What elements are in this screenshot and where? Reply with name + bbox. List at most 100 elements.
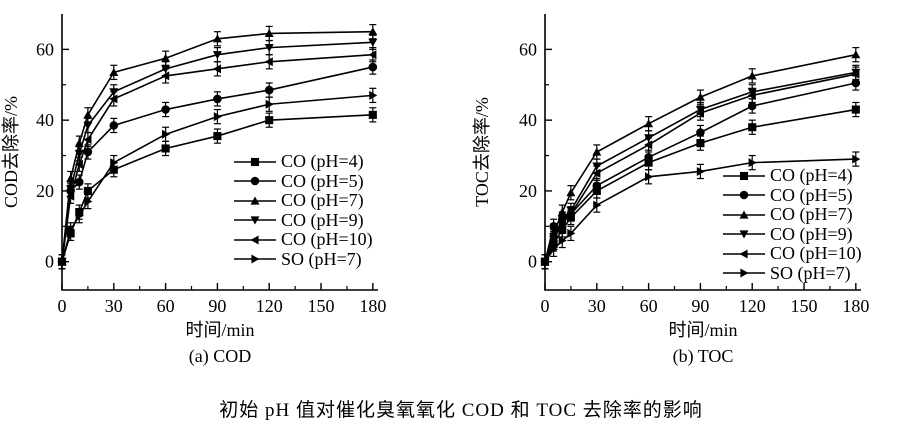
legend-label: CO (pH=9) [770, 223, 853, 244]
y-tick-label-60: 60 [36, 39, 54, 59]
triangle-left-marker-icon [851, 69, 860, 79]
triangle-left-marker-icon [644, 140, 653, 150]
series-co-ph-10 [57, 47, 377, 270]
x-tick-label-60: 60 [157, 296, 175, 316]
legend-label: CO (pH=7) [770, 204, 853, 224]
legend-label: CO (pH=5) [770, 184, 853, 205]
legend-label: SO (pH=7) [770, 262, 851, 283]
triangle-left-marker-icon [74, 159, 83, 169]
toc-plot-svg: 0 30 60 90 120 150 180 0 20 40 60 [519, 14, 869, 316]
y-tick-label-20: 20 [519, 181, 537, 201]
triangle-right-marker-icon [593, 200, 602, 210]
square-legend-swatch [723, 171, 765, 180]
legend-item-co-ph-7: CO (pH=7) [723, 204, 862, 225]
toc-subtitle: (b) TOC [672, 346, 734, 366]
legend-label: CO (pH=4) [281, 151, 364, 171]
legend-item-co-ph-4: CO (pH=4) [234, 151, 373, 172]
triangle-right-marker-icon [558, 235, 567, 245]
legend-label: CO (pH=4) [770, 165, 853, 185]
triangle-left-marker-icon [368, 50, 377, 60]
triangle-right-marker-icon [251, 254, 260, 264]
triangle-down-marker-icon [264, 44, 274, 53]
y-tick-label-20: 20 [36, 181, 54, 201]
triangle-up-marker-icon [109, 67, 119, 76]
triangle-left-legend-swatch [723, 249, 765, 259]
x-tick-label-60: 60 [640, 296, 658, 316]
square-marker-icon [748, 123, 757, 132]
triangle-right-marker-icon [265, 99, 274, 109]
triangle-down-legend-swatch [234, 216, 276, 225]
legend-item-co-ph-10: CO (pH=10) [723, 243, 862, 264]
triangle-down-marker-icon [368, 38, 378, 47]
triangle-left-marker-icon [212, 64, 222, 74]
triangle-right-marker-icon [567, 228, 576, 238]
legend-item-co-ph-7: CO (pH=7) [234, 190, 373, 211]
triangle-up-marker-icon [368, 27, 378, 36]
square-legend-swatch [234, 157, 276, 166]
x-tick-label-90: 90 [208, 296, 226, 316]
circle-marker-icon [644, 153, 653, 162]
triangle-down-marker-icon [212, 51, 222, 60]
toc-legend: CO (pH=4) CO (pH=5) CO (pH=7) CO (pH=9) CO (… [723, 165, 862, 283]
triangle-right-legend-swatch [234, 254, 276, 264]
circle-marker-icon [739, 190, 749, 200]
triangle-right-marker-icon [67, 225, 76, 235]
y-tick-label-60: 60 [519, 39, 537, 59]
legend-item-co-ph-5: CO (pH=5) [234, 170, 373, 192]
x-tick-label-30: 30 [588, 296, 606, 316]
triangle-right-marker-icon [369, 90, 378, 100]
legend-item-co-ph-9: CO (pH=9) [234, 209, 373, 231]
triangle-up-marker-icon [566, 188, 576, 197]
square-marker-icon [739, 171, 749, 180]
triangle-down-marker-icon [250, 216, 260, 225]
legend-label: CO (pH=9) [281, 209, 364, 230]
x-tick-label-120: 120 [739, 296, 766, 316]
circle-marker-icon [592, 181, 602, 190]
legend-item-co-ph-4: CO (pH=4) [723, 165, 862, 186]
square-marker-icon [265, 116, 274, 125]
square-marker-icon [250, 157, 260, 166]
legend-item-co-ph-10: CO (pH=10) [234, 229, 373, 250]
triangle-down-marker-icon [83, 121, 93, 130]
legend-item-co-ph-9: CO (pH=9) [723, 223, 862, 245]
triangle-left-marker-icon [695, 108, 705, 118]
triangle-up-marker-icon [747, 71, 757, 80]
x-tick-label-180: 180 [359, 296, 386, 316]
triangle-up-marker-icon [250, 196, 260, 205]
circle-legend-swatch [723, 190, 765, 200]
triangle-right-marker-icon [550, 244, 559, 254]
triangle-up-marker-icon [592, 147, 602, 156]
square-marker-icon [696, 139, 705, 148]
figure-caption: 初始 pH 值对催化臭氧氧化 COD 和 TOC 去除率的影响 [219, 400, 703, 421]
triangle-left-marker-icon [592, 168, 601, 178]
y-tick-label-0: 0 [528, 252, 537, 272]
triangle-down-marker-icon [739, 230, 749, 239]
legend-label: CO (pH=5) [281, 170, 364, 191]
cod-subtitle: (a) COD [188, 346, 252, 366]
circle-marker-icon [83, 147, 93, 157]
triangle-left-marker-icon [264, 57, 273, 67]
circle-marker-icon [264, 85, 274, 95]
circle-marker-icon [74, 177, 84, 187]
triangle-up-marker-icon [264, 28, 274, 38]
triangle-left-marker-icon [109, 94, 118, 104]
triangle-right-marker-icon [541, 257, 550, 267]
triangle-right-marker-icon [740, 268, 749, 278]
y-tick-label-0: 0 [45, 252, 54, 272]
cod-legend: CO (pH=4) CO (pH=5) CO (pH=7) CO (pH=9) CO (… [234, 151, 373, 269]
triangle-left-marker-icon [739, 249, 748, 259]
x-tick-label-150: 150 [791, 296, 818, 316]
triangle-right-marker-icon [110, 158, 119, 168]
triangle-up-legend-swatch [234, 196, 276, 205]
legend-label: CO (pH=10) [770, 243, 862, 263]
triangle-left-marker-icon [83, 135, 92, 145]
circle-marker-icon [109, 121, 119, 130]
triangle-left-marker-icon [161, 71, 170, 81]
square-marker-icon [161, 144, 170, 153]
circle-marker-icon [250, 176, 260, 186]
triangle-up-marker-icon [212, 34, 222, 43]
circle-marker-icon [696, 128, 705, 137]
legend-item-co-ph-5: CO (pH=5) [723, 184, 862, 206]
triangle-up-marker-icon [83, 110, 93, 119]
circle-marker-icon [368, 62, 378, 72]
